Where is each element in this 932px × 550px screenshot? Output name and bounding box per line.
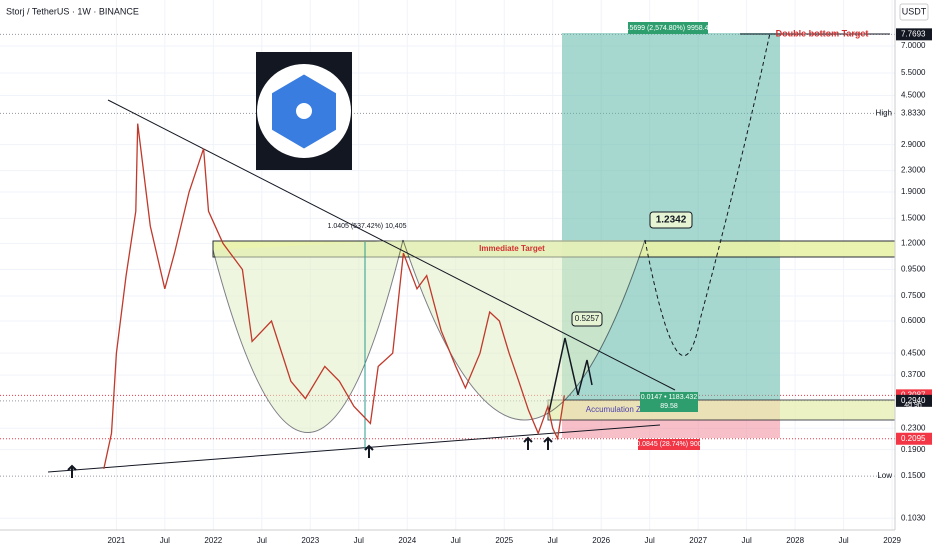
measure-label: 1.0405 (537.42%) 10,405 <box>327 223 406 230</box>
x-tick-label: 2022 <box>204 536 222 545</box>
trendline <box>107 99 676 391</box>
logo-core <box>296 103 312 119</box>
projection <box>644 32 771 357</box>
x-tick-label: Jul <box>645 536 655 545</box>
x-tick-label: 2028 <box>786 536 804 545</box>
mid-value: 0.5257 <box>575 314 600 323</box>
x-tick-label: Jul <box>838 536 848 545</box>
price-label: 3.8330 <box>901 109 926 118</box>
currency-box <box>899 3 929 21</box>
x-tick-label: Jul <box>742 536 752 545</box>
callout <box>571 311 603 327</box>
price-tag <box>896 28 932 41</box>
long-bottom: 0.0845 (28.74%) 900 <box>636 441 701 448</box>
y-tick-label: 7.0000 <box>901 41 926 50</box>
y-tick-label: 5.5000 <box>901 68 926 77</box>
price-note: High <box>876 109 892 118</box>
x-tick-label: Jul <box>548 536 558 545</box>
x-tick-label: 2027 <box>689 536 707 545</box>
cup-left <box>212 239 404 433</box>
y-tick-label: 2.9000 <box>901 140 926 149</box>
tag <box>628 22 708 34</box>
y-tick-label: 0.4500 <box>901 348 926 357</box>
currency: USDT <box>902 6 927 16</box>
countdown: 4d 9h <box>904 402 922 409</box>
price-line <box>103 123 565 470</box>
x-tick-label: Jul <box>451 536 461 545</box>
y-tick-label: 2.3000 <box>901 166 926 175</box>
x-tick-label: Jul <box>354 536 364 545</box>
y-tick-label: 4.5000 <box>901 91 926 100</box>
y-tick-label: 0.9500 <box>901 265 926 274</box>
arrows <box>67 436 553 478</box>
price-label: 0.2095 <box>901 434 926 443</box>
x-tick-label: Jul <box>160 536 170 545</box>
x-tick-label: 2026 <box>592 536 610 545</box>
price-note: Low <box>877 471 892 480</box>
y-tick-label: 0.7500 <box>901 291 926 300</box>
x-tick-label: 2024 <box>398 536 416 545</box>
tag <box>638 439 700 450</box>
x-tick-label: 2029 <box>883 536 901 545</box>
target-value: 1.2342 <box>656 215 687 226</box>
y-tick-label: 1.2000 <box>901 239 926 248</box>
double-bottom-label: Double bottom Target <box>776 28 869 38</box>
trendline <box>47 424 661 473</box>
cup-right <box>402 239 646 421</box>
accumulation-label: Accumulation Zone <box>586 405 655 414</box>
price-label: 0.2940 <box>901 396 926 405</box>
x-tick-label: 2025 <box>495 536 513 545</box>
price-tag <box>896 432 932 445</box>
price-label: 7.7693 <box>901 29 926 38</box>
y-tick-label: 1.9000 <box>901 187 926 196</box>
y-tick-label: 0.1030 <box>901 513 926 522</box>
y-tick-label: 0.1900 <box>901 445 926 454</box>
y-tick-label: 1.5000 <box>901 214 926 223</box>
x-tick-label: Jul <box>257 536 267 545</box>
long-mid: 0.0147 • 1183.432 <box>641 394 698 401</box>
x-tick-label: 2021 <box>107 536 125 545</box>
y-tick-label: 0.2300 <box>901 423 926 432</box>
x-tick-label: 2023 <box>301 536 319 545</box>
tag <box>640 392 698 412</box>
zigzag <box>548 337 593 413</box>
long-mid2: 89.58 <box>660 403 678 410</box>
immediate-label: Immediate Target <box>479 244 545 253</box>
price-tag <box>896 394 932 407</box>
callout <box>649 211 693 229</box>
y-tick-label: 0.6000 <box>901 316 926 325</box>
long-top: 7.5699 (2,574.80%) 9958.46 <box>624 25 713 32</box>
y-tick-label: 0.3700 <box>901 370 926 379</box>
price-label: 0.1500 <box>901 471 926 480</box>
header: Storj / TetherUS · 1W · BINANCE <box>6 6 139 16</box>
